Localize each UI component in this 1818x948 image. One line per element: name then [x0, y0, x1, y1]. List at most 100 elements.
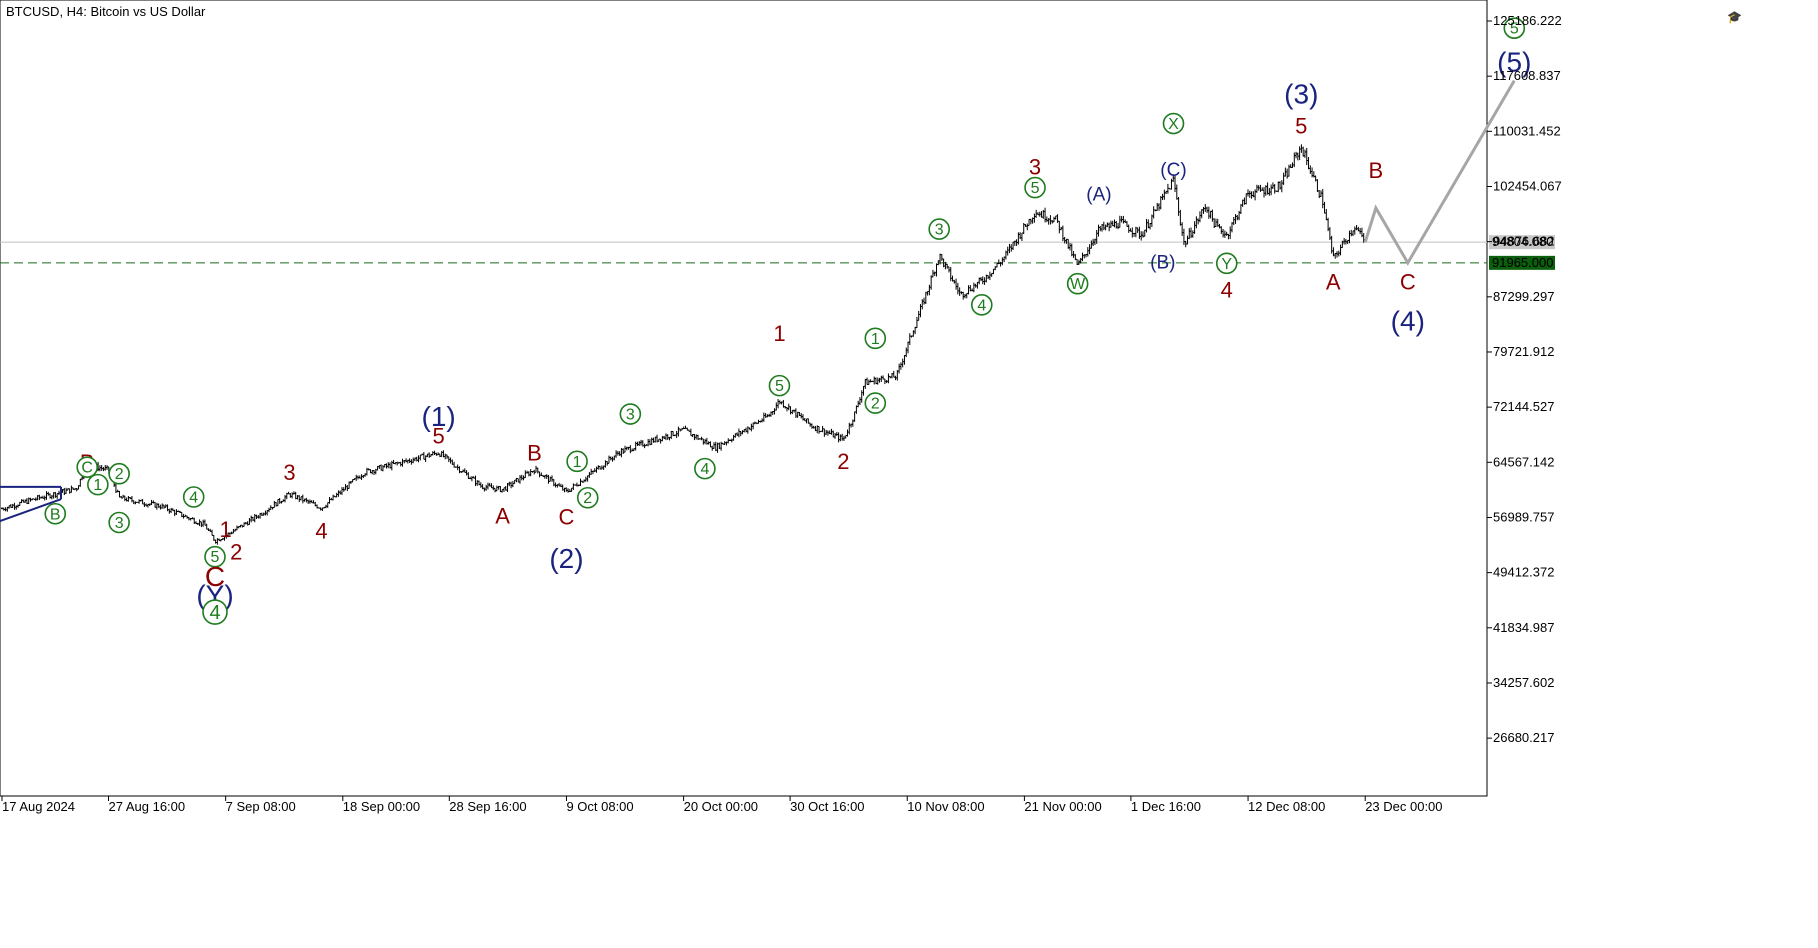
wave-label: (3): [1284, 78, 1318, 109]
wave-label: 5: [1503, 17, 1526, 39]
wave-label: C: [559, 504, 575, 529]
target-price-badge: [1489, 255, 1555, 270]
x-tick-label: 17 Aug 2024: [2, 799, 75, 814]
wave-label-text: 3: [115, 515, 124, 532]
wave-label: (1): [422, 401, 456, 432]
x-tick-label: 21 Nov 00:00: [1024, 799, 1101, 814]
wave-label-text: (2): [549, 543, 583, 574]
wave-label: 1: [220, 517, 232, 542]
wave-label-circle: [619, 403, 642, 425]
channel-lower-line: [0, 498, 62, 522]
wave-label-circle: [864, 327, 887, 350]
wave-label-circle: [87, 473, 109, 496]
wave-label: 5: [204, 545, 226, 568]
wave-label-circle: [694, 457, 716, 480]
wave-label-text: (4): [1391, 306, 1425, 337]
wave-label-text: Y: [1221, 256, 1232, 273]
y-tick-label: 56989.757: [1493, 509, 1554, 524]
y-tick-label: 125186.222: [1493, 13, 1562, 28]
wave-label: B: [1369, 158, 1384, 183]
wave-label-text: B: [527, 440, 542, 465]
wave-label-text: (A): [1086, 185, 1111, 206]
x-axis: 17 Aug 2024 27 Aug 16:00 7 Sep 08:00 18 Sep…: [1, 796, 1443, 814]
wave-label-circle: [182, 486, 205, 508]
wave-label: 4: [202, 599, 228, 625]
wave-label-circle: [44, 502, 67, 525]
wave-label-text: (5): [1497, 46, 1531, 77]
wave-label: 5: [768, 374, 791, 397]
wave-label-text: 2: [837, 449, 849, 474]
wave-label-text: C: [559, 504, 575, 529]
wave-label-text: 5: [1031, 180, 1040, 197]
wave-label: 4: [182, 486, 205, 508]
y-axis: 125186.222 117608.837 110031.452 102454.067…: [1487, 13, 1562, 745]
wave-label-text: B: [1369, 158, 1384, 183]
wave-label-circle: [204, 545, 226, 568]
plot-border: [0, 0, 1488, 797]
wave-label-text: 5: [1295, 114, 1307, 139]
wave-label-text: 1: [573, 454, 582, 471]
wave-label: (4): [1391, 306, 1425, 337]
wave-label: 4: [315, 518, 327, 543]
wave-label-circle: [1503, 17, 1526, 39]
wave-label-text: 3: [1029, 154, 1041, 179]
y-tick-label: 72144.527: [1493, 399, 1554, 414]
wave-label-text: 5: [1510, 21, 1519, 38]
wave-label-text: 2: [115, 466, 124, 483]
wave-label-text: 5: [211, 549, 220, 566]
wave-label-circle: [108, 462, 130, 485]
y-tick-label: 64567.142: [1493, 454, 1554, 469]
wave-label-text: 2: [583, 490, 592, 507]
projection-line: [1363, 79, 1516, 266]
wave-label: 3: [619, 403, 642, 425]
wave-label: 1: [566, 450, 588, 473]
wave-label: (C): [1160, 160, 1186, 181]
wave-label: 4: [694, 457, 716, 480]
wave-label-text: 5: [433, 424, 445, 449]
wave-label: Y: [1215, 252, 1238, 275]
wave-label-circle: [864, 392, 887, 414]
wave-label-text: 3: [283, 460, 295, 485]
y-tick-label: 117608.837: [1493, 68, 1561, 83]
wave-label: C: [76, 456, 98, 478]
x-tick-label: 20 Oct 00:00: [684, 799, 758, 814]
wave-label-circle: [1215, 252, 1238, 275]
wave-label: 2: [230, 539, 242, 564]
wave-label-circle: [768, 374, 791, 397]
wave-label-text: 4: [1221, 277, 1233, 302]
wave-label: (A): [1086, 185, 1111, 206]
x-tick-label: 30 Oct 16:00: [790, 799, 864, 814]
wave-label-circle: [1162, 112, 1185, 135]
wave-label-text: 3: [626, 407, 635, 424]
wave-label-text: 3: [935, 222, 944, 239]
wave-label: 3: [1029, 154, 1041, 179]
wave-label: C: [1400, 269, 1416, 294]
y-tick-label: 49412.372: [1493, 565, 1554, 580]
wave-label: 5: [1024, 176, 1046, 199]
wave-label-text: (1): [422, 401, 456, 432]
x-tick-label: 28 Sep 16:00: [449, 799, 526, 814]
current-price-badge: [1489, 235, 1555, 250]
wave-label-circle: [1024, 176, 1046, 199]
wave-label-text: 2: [871, 396, 880, 413]
wave-label: 4: [970, 294, 993, 316]
wave-label: 2: [837, 449, 849, 474]
wave-label: A: [495, 504, 510, 529]
current-price-label: 94804.080: [1492, 234, 1553, 249]
wave-label: 4: [1221, 277, 1233, 302]
wave-label: 5: [1295, 114, 1307, 139]
target-price-label: 91965.000: [1492, 255, 1553, 270]
wave-label-text: A: [1326, 269, 1341, 294]
wave-label: B: [527, 440, 542, 465]
wave-label: W: [1066, 272, 1089, 295]
wave-label: C: [205, 561, 225, 592]
wave-label-text: 4: [700, 461, 709, 478]
wave-label: (5): [1497, 46, 1531, 77]
wave-label-circle: [928, 218, 951, 240]
y-tick-label: 94876.682: [1493, 234, 1554, 249]
wave-label-circle: [970, 294, 993, 316]
y-tick-label: 41834.987: [1493, 620, 1554, 635]
x-tick-label: 27 Aug 16:00: [109, 799, 186, 814]
graduation-cap-icon[interactable]: 🎓: [1727, 10, 1742, 24]
wave-label-text: (3): [1284, 78, 1318, 109]
